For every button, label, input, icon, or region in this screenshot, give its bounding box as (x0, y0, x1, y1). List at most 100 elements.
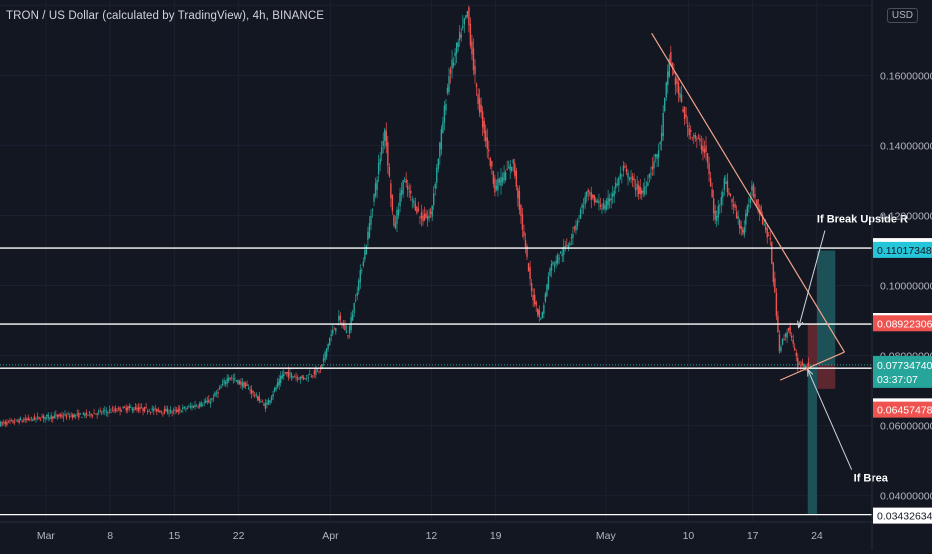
time-axis[interactable]: Mar 8 15 22 Apr 12 19 May 10 17 24 (0, 0, 873, 550)
candle-body (58, 414, 60, 417)
candle-body (319, 368, 322, 370)
candle-body (353, 303, 355, 314)
candle-body (61, 415, 63, 417)
candle-body (75, 414, 77, 416)
candle-body (582, 205, 585, 208)
candle-body (631, 176, 634, 181)
candle-body (748, 204, 750, 207)
candle-body (254, 395, 256, 397)
candle-body (59, 414, 62, 416)
candle-body (463, 18, 466, 25)
candle-body (119, 407, 121, 412)
candle-body (218, 387, 221, 390)
trend-line[interactable] (779, 351, 845, 381)
candle-body (478, 98, 481, 113)
candle-body (87, 414, 89, 416)
annotation-arrow[interactable] (798, 230, 826, 328)
candle-body (273, 387, 276, 392)
candle-body (720, 197, 723, 205)
x-tick-label: Apr (322, 530, 339, 542)
candle-body (549, 268, 551, 276)
candle-body (88, 411, 91, 413)
candle-body (224, 382, 227, 385)
candle-body (613, 190, 615, 196)
candle-body (293, 376, 296, 378)
candle-body (667, 71, 669, 86)
candle-body (763, 224, 765, 225)
candle-body (374, 183, 377, 196)
candle-body (212, 397, 215, 399)
candle-body (448, 76, 450, 92)
candle-body (457, 42, 459, 47)
candle-body (243, 381, 245, 388)
candle-body (517, 187, 519, 199)
currency-badge[interactable]: USD (886, 8, 918, 23)
candle-body (544, 293, 547, 302)
candle-body (702, 145, 704, 152)
candle-body (408, 191, 410, 193)
candle-body (485, 130, 487, 141)
candle-body (708, 163, 710, 175)
candle-body (12, 420, 14, 423)
annotation-arrowhead (807, 368, 814, 377)
annotation-arrow[interactable] (807, 369, 853, 470)
candle-body (70, 415, 72, 417)
candle-body (1, 422, 3, 424)
candle-body (91, 415, 94, 417)
short-stop-zone[interactable] (807, 324, 817, 366)
candle-body (307, 377, 309, 379)
annotation-text[interactable]: If Brea (854, 473, 889, 485)
candle-body (182, 407, 184, 410)
candle-body (446, 87, 449, 94)
candle-body (437, 158, 439, 169)
price-label-box (873, 315, 932, 332)
candle-body (260, 401, 262, 403)
candle-body (114, 408, 117, 412)
candle-body (232, 378, 234, 380)
y-tick-label: 0.16000000 (880, 70, 932, 82)
candle-body (423, 213, 426, 221)
annotation-text[interactable]: If Break Upside R (817, 213, 908, 225)
candle-body (385, 130, 387, 147)
candle-body (729, 193, 732, 196)
candle-body (581, 204, 583, 208)
candle-body (376, 180, 378, 190)
position-stop-zone[interactable] (816, 365, 836, 389)
candle-body (327, 344, 329, 349)
candle-body (559, 251, 562, 254)
grid (0, 0, 872, 522)
candle-body (772, 262, 775, 282)
candle-body (601, 208, 603, 210)
candle-body (709, 177, 712, 187)
candle-body (52, 416, 54, 419)
candle-body (806, 366, 808, 367)
trend-line[interactable] (651, 32, 845, 353)
candle-body (757, 199, 759, 211)
candle-body (636, 183, 638, 190)
candle-body (540, 318, 542, 320)
candle-body (377, 163, 380, 175)
candle-body (240, 381, 242, 385)
short-profit-zone[interactable] (807, 365, 817, 515)
candle-body (206, 400, 208, 402)
candle-body (498, 179, 501, 183)
candle-body (76, 413, 78, 415)
candle-body (459, 32, 461, 40)
candle-body (371, 209, 374, 211)
candle-body (261, 401, 264, 403)
candle-body (590, 192, 592, 200)
price-label: 0.03432634 (877, 511, 932, 523)
candle-body (634, 187, 637, 191)
candle-body (523, 231, 525, 237)
candle-body (790, 335, 793, 338)
candle-body (428, 215, 430, 218)
position-profit-zone[interactable] (816, 250, 836, 366)
candle-body (154, 407, 156, 409)
candle-body (625, 168, 628, 173)
candle-body (800, 364, 802, 367)
price-axis[interactable]: 0.16000000 0.14000000 0.12000000 0.10000000… (873, 70, 932, 524)
candle-body (511, 166, 513, 171)
candle-body (696, 138, 698, 140)
